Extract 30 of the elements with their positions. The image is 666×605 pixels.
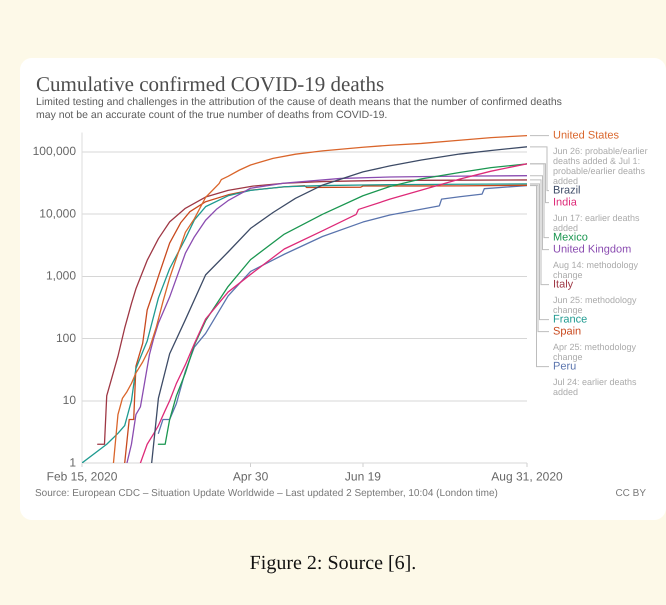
annotation: Aug 14: methodology change [553,260,639,280]
annotation: Jul 24: earlier deaths added [553,377,638,398]
y-tick-label: 1,000 [46,268,76,283]
caption: Figure 2: Source [6]. [248,552,418,575]
y-tick-label: 100 [56,330,76,345]
chart-subtitle: Limited testing and challenges in the attribution of the cause of death means that the number of confirmed deaths may not be an accurate count of the true number of deaths from COVID-19. [36,96,563,122]
text: India [553,196,578,209]
text: Brazil [553,184,581,197]
text: CC BY [615,488,646,499]
text: Peru [553,360,576,373]
text: United Kingdom [553,244,632,256]
annotation: Apr 25: methodology change [553,342,637,362]
text: United States [553,130,620,142]
x-tick-label: Feb 15, 2020 [46,470,118,484]
y-tick-label: 1 [69,455,76,470]
text: Italy [553,278,574,291]
annotation: Jun 25: methodology change [553,295,638,316]
text: Mexico [553,232,588,244]
x-tick-label: Jun 19 [344,470,382,484]
annotation: Jun 26: probable/earlier deaths added & Jul 1: probable/earlier deaths added [553,146,648,186]
text: France [553,314,588,326]
text: Spain [553,326,582,338]
y-tick-label: 10 [62,393,76,408]
x-tick-label: Apr 30 [232,470,269,484]
y-tick-label: 10,000 [39,206,76,220]
source-note: Source: European CDC – Situation Update Worldwide – Last updated 2 September, 10:04 (London time) [35,488,498,499]
annotation: Jun 17: earlier deaths added [553,213,640,234]
y-tick-label: 100,000 [32,144,76,158]
chart-title: Cumulative confirmed COVID-19 deaths [36,72,384,97]
x-tick-label: Aug 31, 2020 [491,470,564,484]
